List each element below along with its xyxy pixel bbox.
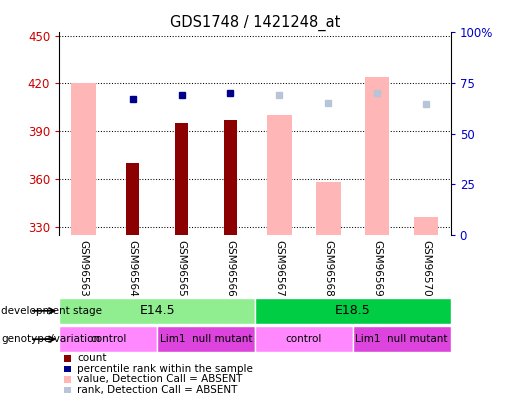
Text: Lim1  null mutant: Lim1 null mutant [160, 334, 252, 344]
Text: GSM96569: GSM96569 [372, 240, 382, 296]
Bar [59, 326, 157, 352]
Text: development stage: development stage [1, 306, 102, 316]
Bar [224, 120, 237, 235]
Text: control: control [286, 334, 322, 344]
Text: E18.5: E18.5 [335, 304, 371, 318]
Text: genotype/variation: genotype/variation [1, 334, 100, 344]
Title: GDS1748 / 1421248_at: GDS1748 / 1421248_at [170, 15, 340, 31]
Bar [255, 298, 451, 324]
Text: rank, Detection Call = ABSENT: rank, Detection Call = ABSENT [77, 385, 237, 395]
Bar [414, 217, 438, 235]
Bar [316, 182, 340, 235]
Bar [365, 77, 389, 235]
Bar [267, 115, 291, 235]
Bar [126, 163, 140, 235]
Bar [59, 298, 255, 324]
Text: GSM96563: GSM96563 [79, 240, 89, 296]
Text: GSM96565: GSM96565 [177, 240, 186, 296]
Text: GSM96564: GSM96564 [128, 240, 138, 296]
Text: count: count [77, 353, 107, 363]
Text: value, Detection Call = ABSENT: value, Detection Call = ABSENT [77, 374, 243, 384]
Text: E14.5: E14.5 [139, 304, 175, 318]
Text: control: control [90, 334, 126, 344]
Bar [157, 326, 255, 352]
Text: GSM96568: GSM96568 [323, 240, 333, 296]
Bar [175, 123, 188, 235]
Bar [255, 326, 353, 352]
Text: GSM96570: GSM96570 [421, 240, 431, 296]
Text: Lim1  null mutant: Lim1 null mutant [355, 334, 448, 344]
Text: percentile rank within the sample: percentile rank within the sample [77, 364, 253, 374]
Bar [353, 326, 451, 352]
Text: GSM96567: GSM96567 [274, 240, 284, 296]
Text: GSM96566: GSM96566 [226, 240, 235, 296]
Bar [72, 83, 96, 235]
